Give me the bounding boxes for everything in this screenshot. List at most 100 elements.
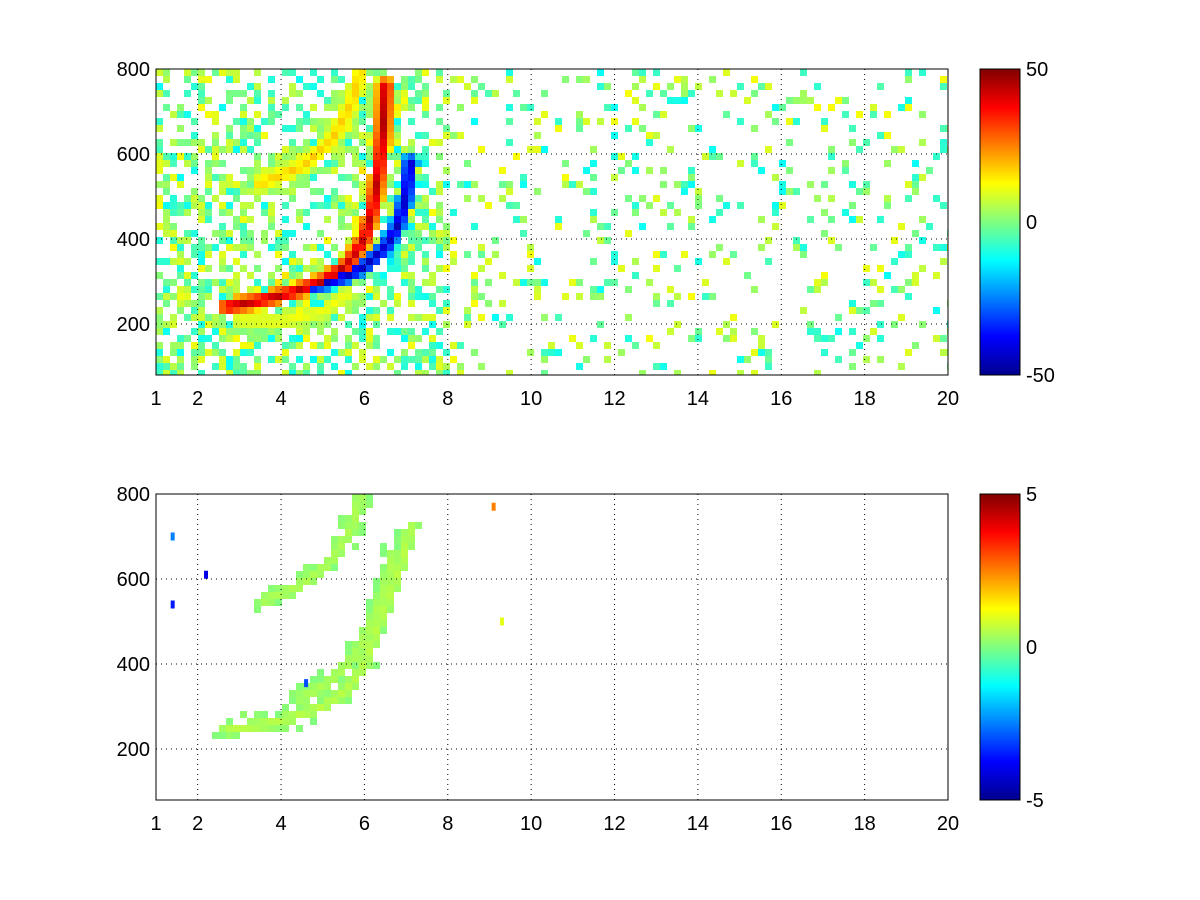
- heatmap-cell: [639, 104, 646, 111]
- heatmap-cell: [401, 223, 408, 230]
- heatmap-cell: [457, 342, 464, 349]
- heatmap-cell: [520, 230, 527, 237]
- heatmap-cell: [163, 216, 170, 223]
- heatmap-cell: [366, 97, 373, 104]
- heatmap-cell: [436, 251, 443, 258]
- heatmap-cell: [296, 272, 303, 279]
- heatmap-cell: [611, 132, 618, 139]
- heatmap-cell: [254, 300, 261, 307]
- heatmap-cell: [394, 181, 401, 188]
- heatmap-cell: [261, 209, 268, 216]
- heatmap-cell: [324, 272, 331, 279]
- heatmap-cell: [723, 335, 730, 342]
- heatmap-cell: [415, 522, 422, 529]
- heatmap-cell: [219, 230, 226, 237]
- heatmap-cell: [247, 286, 254, 293]
- heatmap-cell: [779, 160, 786, 167]
- heatmap-cell: [359, 167, 366, 174]
- heatmap-cell: [940, 139, 947, 146]
- heatmap-cell: [261, 599, 268, 606]
- heatmap-cell: [492, 314, 499, 321]
- heatmap-cell: [863, 335, 870, 342]
- heatmap-cell: [387, 314, 394, 321]
- heatmap-cell: [394, 536, 401, 543]
- heatmap-cell: [366, 160, 373, 167]
- heatmap-cell: [359, 83, 366, 90]
- heatmap-cell: [401, 363, 408, 370]
- heatmap-cell: [331, 188, 338, 195]
- heatmap-cell: [422, 279, 429, 286]
- heatmap-cell: [597, 321, 604, 328]
- heatmap-cell: [331, 146, 338, 153]
- heatmap-cell: [401, 335, 408, 342]
- heatmap-cell: [366, 662, 373, 669]
- x-tick-label: 8: [442, 388, 453, 410]
- colorbar: [979, 68, 1021, 376]
- heatmap-cell: [254, 132, 261, 139]
- heatmap-cell: [296, 307, 303, 314]
- heatmap-cell: [905, 244, 912, 251]
- heatmap-cell: [198, 76, 205, 83]
- heatmap-cell: [408, 188, 415, 195]
- heatmap-cell: [324, 293, 331, 300]
- heatmap-cell: [429, 300, 436, 307]
- heatmap-cell: [366, 230, 373, 237]
- heatmap-cell: [870, 244, 877, 251]
- heatmap-cell: [352, 293, 359, 300]
- heatmap-cell: [324, 160, 331, 167]
- heatmap-cell: [212, 195, 219, 202]
- heatmap-cell: [359, 501, 366, 508]
- heatmap-cell: [191, 328, 198, 335]
- heatmap-cell: [317, 571, 324, 578]
- heatmap-cell: [506, 104, 513, 111]
- heatmap-cell: [345, 536, 352, 543]
- heatmap-cell: [331, 335, 338, 342]
- heatmap-cell: [877, 300, 884, 307]
- heatmap-cell: [282, 279, 289, 286]
- heatmap-cell: [891, 237, 898, 244]
- heatmap-cell: [191, 69, 198, 76]
- heatmap-cell: [233, 363, 240, 370]
- heatmap-cell: [338, 111, 345, 118]
- heatmap-cell: [625, 160, 632, 167]
- heatmap-cell: [415, 363, 422, 370]
- heatmap-cell: [408, 314, 415, 321]
- heatmap-cell: [380, 132, 387, 139]
- heatmap-cell: [387, 153, 394, 160]
- heatmap-cell: [394, 529, 401, 536]
- heatmap-cell: [156, 69, 163, 76]
- heatmap-cell: [429, 293, 436, 300]
- heatmap-cell: [478, 293, 485, 300]
- heatmap-cell: [401, 181, 408, 188]
- heatmap-cell: [296, 279, 303, 286]
- heatmap-cell: [366, 342, 373, 349]
- heatmap-cell: [436, 307, 443, 314]
- heatmap-cell: [415, 349, 422, 356]
- heatmap-cell: [268, 599, 275, 606]
- heatmap-cell: [793, 244, 800, 251]
- heatmap-cell: [632, 258, 639, 265]
- heatmap-cell: [821, 272, 828, 279]
- heatmap-cell: [401, 209, 408, 216]
- heatmap-cell: [359, 188, 366, 195]
- heatmap-cell: [429, 223, 436, 230]
- heatmap-cell: [541, 90, 548, 97]
- heatmap-cell: [261, 230, 268, 237]
- heatmap-cell: [184, 335, 191, 342]
- heatmap-cell: [289, 195, 296, 202]
- heatmap-cell: [338, 223, 345, 230]
- heatmap-cell: [359, 76, 366, 83]
- heatmap-cell: [205, 202, 212, 209]
- heatmap-cell: [170, 160, 177, 167]
- heatmap-cell: [849, 363, 856, 370]
- heatmap-cell: [415, 244, 422, 251]
- x-tick-label: 20: [937, 813, 959, 835]
- heatmap-cell: [380, 90, 387, 97]
- heatmap-cell: [317, 230, 324, 237]
- heatmap-cell: [380, 251, 387, 258]
- heatmap-cell: [289, 90, 296, 97]
- heatmap-cell: [884, 160, 891, 167]
- heatmap-cell: [667, 328, 674, 335]
- heatmap-cell: [345, 209, 352, 216]
- heatmap-cell: [492, 90, 499, 97]
